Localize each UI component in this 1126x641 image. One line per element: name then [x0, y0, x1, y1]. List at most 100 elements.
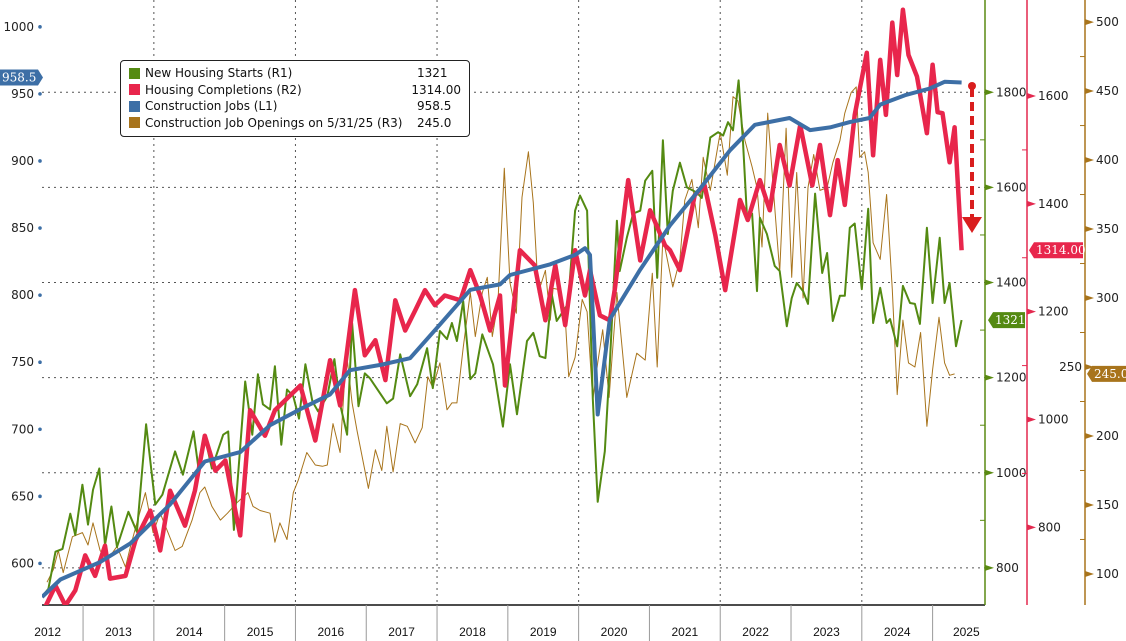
legend: New Housing Starts (R1) 1321 Housing Com… [120, 60, 470, 137]
legend-item-jobs: Construction Jobs (L1) 958.5 [129, 98, 461, 115]
legend-label: Housing Completions (R2) [145, 82, 302, 97]
y-tick-l1 [38, 25, 42, 29]
legend-swatch [129, 100, 140, 112]
x-tick-label: 2012 [34, 625, 61, 639]
last-value-tag-bg [1029, 242, 1083, 259]
legend-value: 958.5 [417, 99, 452, 114]
legend-item-openings: Construction Job Openings on 5/31/25 (R3… [129, 115, 461, 132]
legend-swatch [129, 84, 140, 96]
x-tick-label: 2014 [176, 625, 203, 639]
x-tick-label: 2017 [388, 625, 415, 639]
series-line-r3 [46, 86, 955, 583]
last-value-tag-bg [1087, 365, 1126, 382]
y-tick-label-r2: 1000 [1038, 413, 1069, 427]
y-tick-label-l1: 600 [11, 556, 34, 570]
x-tick-label: 2019 [530, 625, 557, 639]
y-tick-label-r3: 400 [1096, 153, 1119, 167]
y-tick-label-r3: 300 [1096, 291, 1119, 305]
y-tick-label-r1: 1200 [996, 371, 1027, 385]
axes: 2012 2013 2014 2015 2016 2017 2018 2019 2020 2021… [3, 0, 1119, 641]
x-tick-label: 2013 [105, 625, 132, 639]
y-tick-r3 [1085, 19, 1094, 26]
last-value-tag-r1: 1321 [995, 313, 1026, 327]
legend-item-completions: Housing Completions (R2) 1314.00 [129, 82, 461, 99]
y-tick-label-l1: 1000 [3, 20, 34, 34]
y-tick-label-r3: 500 [1096, 15, 1119, 29]
y-tick-l1 [38, 561, 42, 566]
y-tick-label-r3: 100 [1096, 567, 1119, 581]
y-tick-r3 [1085, 364, 1094, 371]
y-tick-r3 [1085, 157, 1094, 164]
y-tick-label-r3: 350 [1096, 222, 1119, 236]
x-tick-label: 2022 [742, 625, 769, 639]
y-tick-r1 [985, 184, 994, 191]
x-tick-label: 2023 [813, 625, 840, 639]
last-value-tag-bg [988, 312, 1025, 329]
last-value-tag-bg [0, 69, 43, 86]
last-value-tag-l1: 958.5 [2, 71, 36, 85]
legend-label: Construction Job Openings on 5/31/25 (R3… [145, 115, 403, 130]
y-tick-l1 [38, 360, 42, 364]
x-tick-label: 2016 [317, 625, 344, 639]
arrow-head-icon [962, 217, 982, 233]
y-tick-label-l1: 900 [11, 154, 34, 168]
y-tick-r3 [1085, 295, 1094, 302]
series-lines [42, 7, 964, 605]
x-tick-label: 2021 [671, 625, 698, 639]
legend-value: 1321 [417, 66, 448, 81]
legend-item-starts: New Housing Starts (R1) 1321 [129, 65, 461, 82]
y-tick-l1 [38, 293, 42, 297]
last-value-tag-r3: 245.0 [1094, 367, 1126, 381]
legend-value: 1314.00 [411, 82, 461, 97]
y-tick-label-r2: 1400 [1038, 197, 1069, 211]
y-tick-l1 [38, 92, 42, 96]
y-tick-r1 [985, 564, 994, 571]
legend-swatch [129, 117, 140, 129]
x-tick-label: 2015 [247, 625, 274, 639]
y-tick-r2 [1027, 200, 1036, 207]
last-value-tag-r2: 1314.00 [1036, 243, 1086, 257]
y-tick-l1 [38, 494, 42, 499]
y-tick-l1 [38, 226, 42, 230]
y-tick-label-r1: 1800 [996, 85, 1027, 99]
y-tick-r3 [1085, 501, 1094, 508]
y-tick-label-r1: 1600 [996, 180, 1027, 194]
drop-arrow-annotation [962, 82, 982, 233]
y-tick-l1 [38, 427, 42, 432]
x-tick-label: 2020 [601, 625, 628, 639]
y-tick-r1 [985, 279, 994, 286]
y-tick-r3 [1085, 88, 1094, 95]
legend-value: 245.0 [417, 115, 452, 130]
y-tick-r3 [1085, 570, 1094, 577]
y-tick-label-r3: 150 [1096, 498, 1119, 512]
series-line-r2 [43, 7, 964, 605]
y-tick-r2 [1027, 416, 1036, 423]
y-tick-label-r1: 800 [996, 561, 1019, 575]
x-tick-label: 2018 [459, 625, 486, 639]
y-tick-r3 [1085, 432, 1094, 439]
y-tick-label-r2: 800 [1038, 520, 1061, 534]
y-tick-label-r2: 1600 [1038, 89, 1069, 103]
y-tick-label-r1: 1000 [996, 466, 1027, 480]
y-tick-label-r3: 450 [1096, 84, 1119, 98]
y-tick-label-r2: 1200 [1038, 305, 1069, 319]
y-tick-label-l1: 800 [11, 288, 34, 302]
legend-label: Construction Jobs (L1) [145, 99, 278, 114]
y-tick-label-l1: 700 [11, 422, 34, 436]
legend-swatch [129, 67, 140, 79]
y-tick-r3 [1085, 226, 1094, 233]
y-tick-r2 [1027, 308, 1036, 315]
y-tick-label-r1: 1400 [996, 276, 1027, 290]
y-tick-r2 [1027, 524, 1036, 531]
x-tick-label: 2025 [953, 625, 980, 639]
y-tick-r1 [985, 374, 994, 381]
y-tick-r1 [985, 469, 994, 476]
y-tick-l1 [38, 159, 42, 163]
y-tick-label-l1: 750 [11, 355, 34, 369]
y-tick-label-l1: 650 [11, 489, 34, 503]
y-tick-r1 [985, 89, 994, 96]
y-tick-label-l1: 850 [11, 221, 34, 235]
legend-label: New Housing Starts (R1) [145, 66, 293, 81]
